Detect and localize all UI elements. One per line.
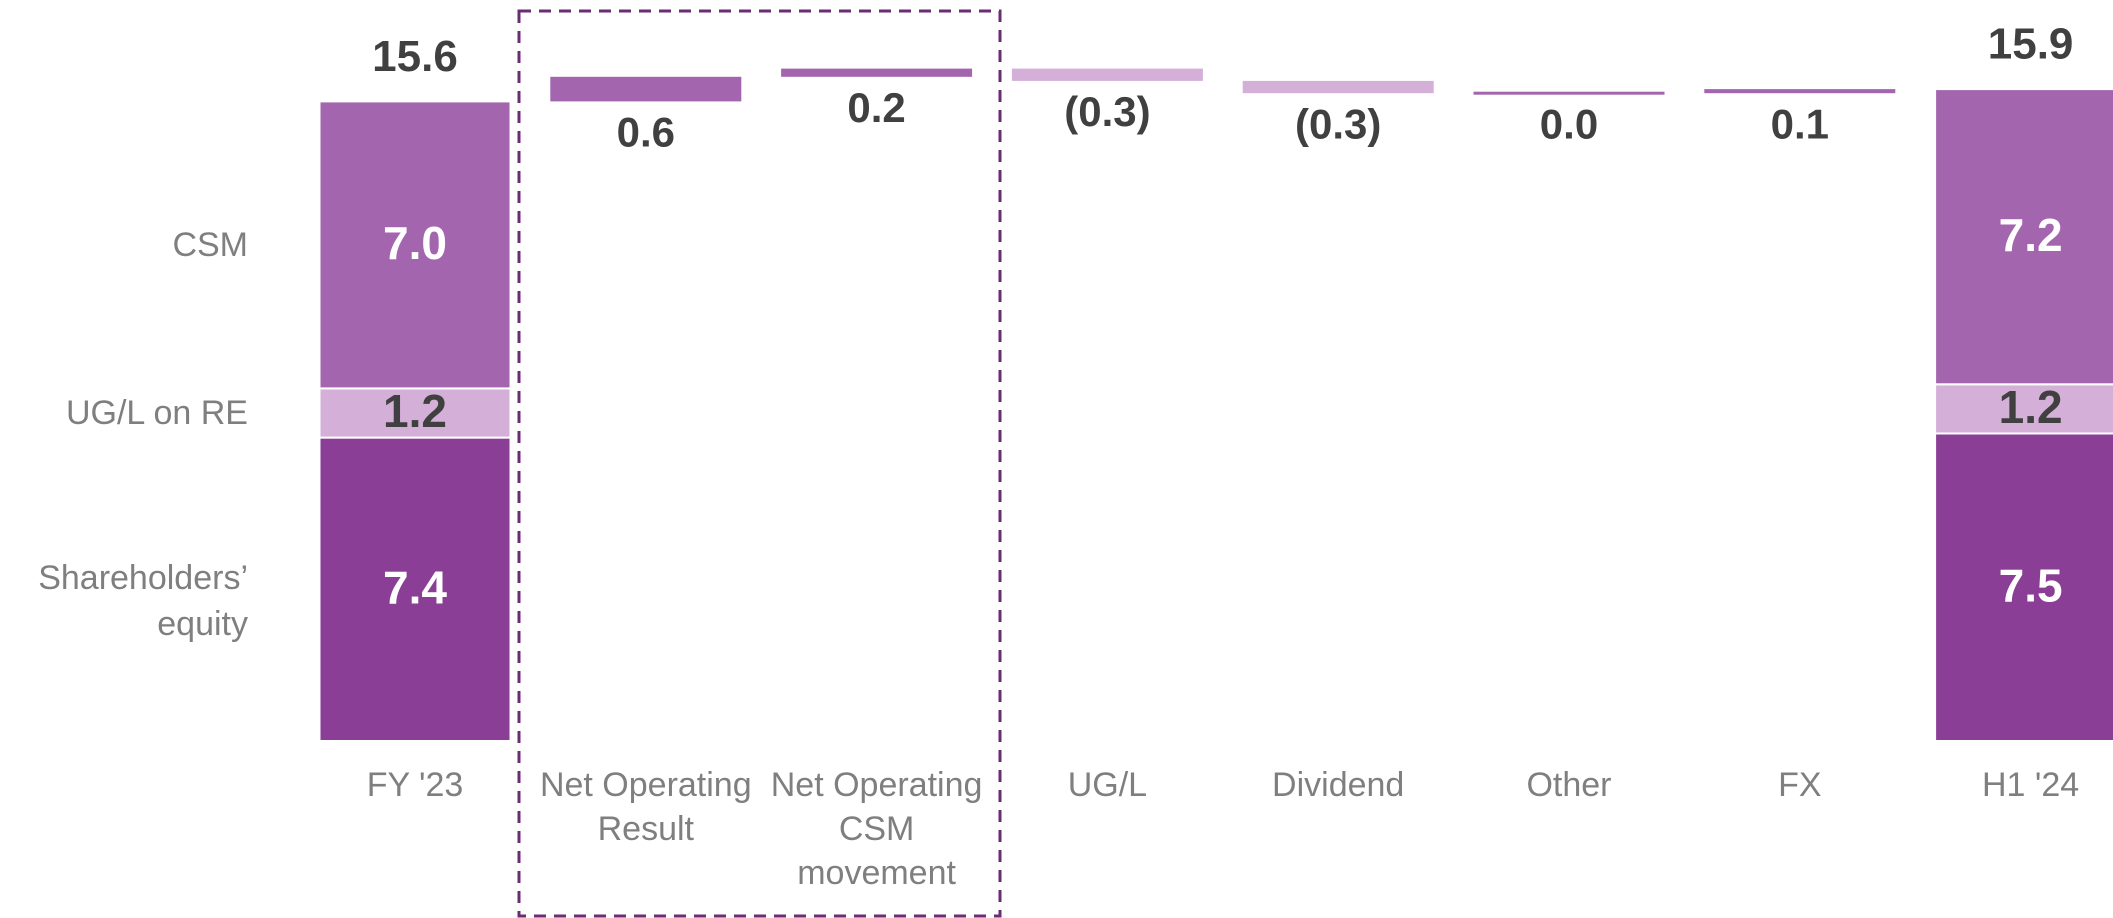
total-label: 15.9 bbox=[1988, 20, 2074, 69]
highlight-box bbox=[517, 9, 1002, 918]
x-tick-label: FY '23 bbox=[367, 766, 464, 804]
segment-label: 7.5 bbox=[1999, 559, 2063, 611]
change-bar bbox=[1011, 68, 1203, 81]
x-tick-label: Net Operating bbox=[771, 766, 983, 804]
segment-label: 7.0 bbox=[383, 217, 447, 269]
segment-label: 7.4 bbox=[383, 561, 447, 613]
x-tick-label: Result bbox=[598, 810, 695, 848]
segment-label: 1.2 bbox=[383, 385, 447, 437]
segment-label: 1.2 bbox=[1999, 381, 2063, 433]
change-label: 0.2 bbox=[847, 84, 905, 131]
bar-segment bbox=[318, 387, 512, 439]
change-label: 0.6 bbox=[617, 108, 675, 155]
x-tick-label: CSM bbox=[839, 810, 915, 848]
change-bar bbox=[781, 68, 973, 77]
x-tick-label: Other bbox=[1526, 766, 1611, 804]
series-label: UG/L on RE bbox=[65, 394, 248, 432]
series-label: CSM bbox=[172, 225, 248, 264]
change-label: (0.3) bbox=[1295, 100, 1381, 147]
change-label: 0.1 bbox=[1771, 100, 1829, 147]
bar-segment bbox=[1934, 383, 2113, 435]
bar-segment bbox=[1934, 88, 2113, 386]
x-tick-label: Net Operating bbox=[540, 766, 752, 804]
x-tick-label: FX bbox=[1778, 766, 1821, 804]
change-bar bbox=[1242, 80, 1434, 94]
change-bar bbox=[1704, 89, 1896, 94]
total-label: 15.6 bbox=[372, 32, 458, 81]
x-tick-label: H1 '24 bbox=[1982, 766, 2079, 804]
change-label: 0.0 bbox=[1540, 100, 1598, 147]
bar-segment bbox=[318, 436, 512, 742]
series-label: Shareholders’ equity bbox=[38, 559, 248, 644]
segment-label: 7.2 bbox=[1999, 209, 2063, 261]
change-label: (0.3) bbox=[1064, 88, 1150, 135]
x-tick-label: Dividend bbox=[1272, 766, 1404, 804]
x-tick-label: UG/L bbox=[1068, 766, 1147, 804]
change-bar bbox=[550, 76, 742, 102]
x-tick-label: movement bbox=[797, 854, 956, 892]
bar-segment bbox=[318, 100, 512, 390]
change-bar bbox=[1473, 91, 1665, 95]
bar-segment bbox=[1934, 432, 2113, 742]
